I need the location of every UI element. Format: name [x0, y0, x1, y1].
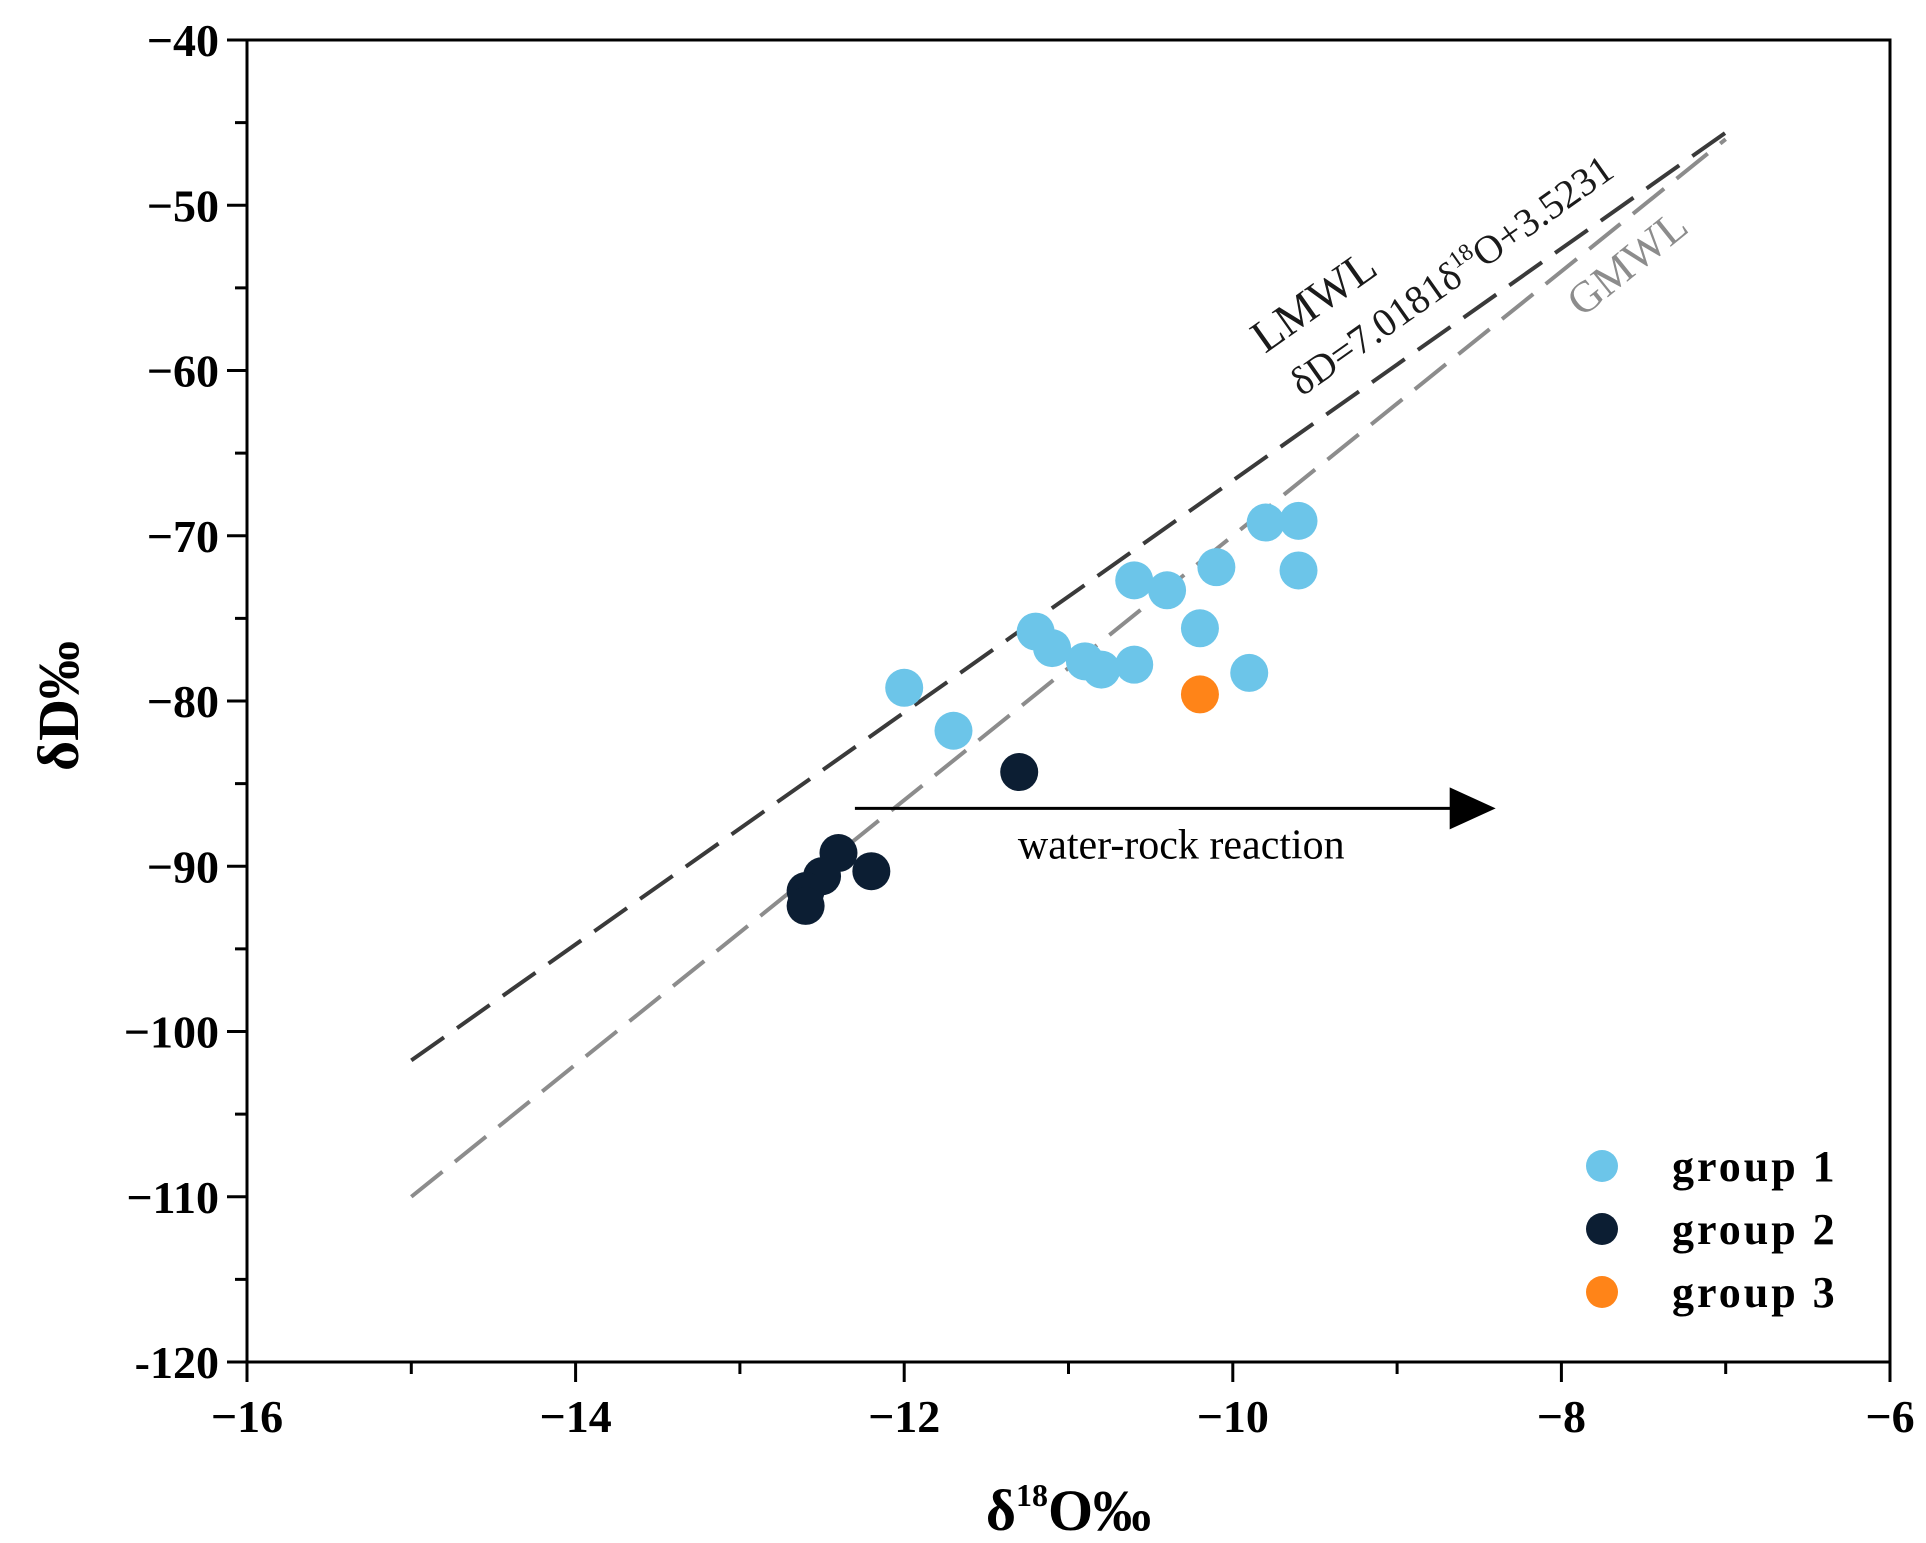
point-group-1 — [1230, 653, 1269, 692]
point-group-1 — [1115, 645, 1154, 684]
arrow-head — [1449, 787, 1496, 830]
gmwl-label: GMWL — [1558, 200, 1697, 326]
point-group-2 — [852, 852, 891, 891]
x-tick-label: −10 — [1197, 1391, 1269, 1442]
legend-label-group-2: group 2 — [1672, 1205, 1838, 1254]
point-group-1 — [885, 668, 924, 707]
y-tick-label: −60 — [147, 346, 219, 397]
y-tick-label: −100 — [124, 1007, 219, 1058]
reference-line-lmwl — [410, 130, 1727, 1063]
point-group-2 — [1000, 753, 1039, 792]
point-group-1 — [1033, 629, 1072, 668]
y-tick-label: −50 — [147, 180, 219, 231]
legend: group 1 group 2 group 3 — [1586, 1142, 1838, 1317]
point-group-1 — [1246, 503, 1285, 542]
x-tick-label: −12 — [868, 1391, 940, 1442]
point-group-1 — [1180, 609, 1219, 648]
point-group-2 — [786, 886, 825, 925]
y-tick-label: −90 — [147, 841, 219, 892]
x-tick-label: −16 — [211, 1391, 283, 1442]
legend-marker-group-2 — [1586, 1213, 1618, 1245]
data-points — [786, 501, 1318, 925]
axes — [227, 38, 1892, 1382]
x-tick-label: −6 — [1865, 1391, 1914, 1442]
y-tick-label: −110 — [126, 1172, 219, 1223]
annotation-text: water-rock reaction — [1018, 822, 1345, 868]
point-group-1 — [1082, 650, 1121, 689]
chart-labels: −16 −14 −12 −10 −8 −6 −40 −50 −60 −70 −80 −90 −100 −1… — [26, 15, 1915, 1543]
y-tick-label: −80 — [147, 676, 219, 727]
x-tick-label: −8 — [1537, 1391, 1586, 1442]
y-tick-label: −40 — [147, 15, 219, 66]
point-group-3 — [1180, 675, 1219, 714]
x-axis-title: δ18O‰ — [986, 1477, 1151, 1543]
point-group-1 — [1279, 501, 1318, 540]
point-group-1 — [1148, 571, 1187, 610]
y-tick-label: −70 — [147, 511, 219, 562]
point-group-1 — [934, 711, 973, 750]
x-tick-label: −14 — [539, 1391, 611, 1442]
y-tick-label: -120 — [135, 1337, 219, 1388]
legend-label-group-1: group 1 — [1672, 1142, 1838, 1191]
point-group-1 — [1115, 561, 1154, 600]
y-axis-title: δD‰ — [26, 641, 91, 771]
point-group-1 — [1197, 548, 1236, 587]
point-group-1 — [1279, 551, 1318, 590]
legend-label-group-3: group 3 — [1672, 1268, 1838, 1317]
legend-marker-group-1 — [1586, 1150, 1618, 1182]
legend-marker-group-3 — [1586, 1276, 1618, 1308]
